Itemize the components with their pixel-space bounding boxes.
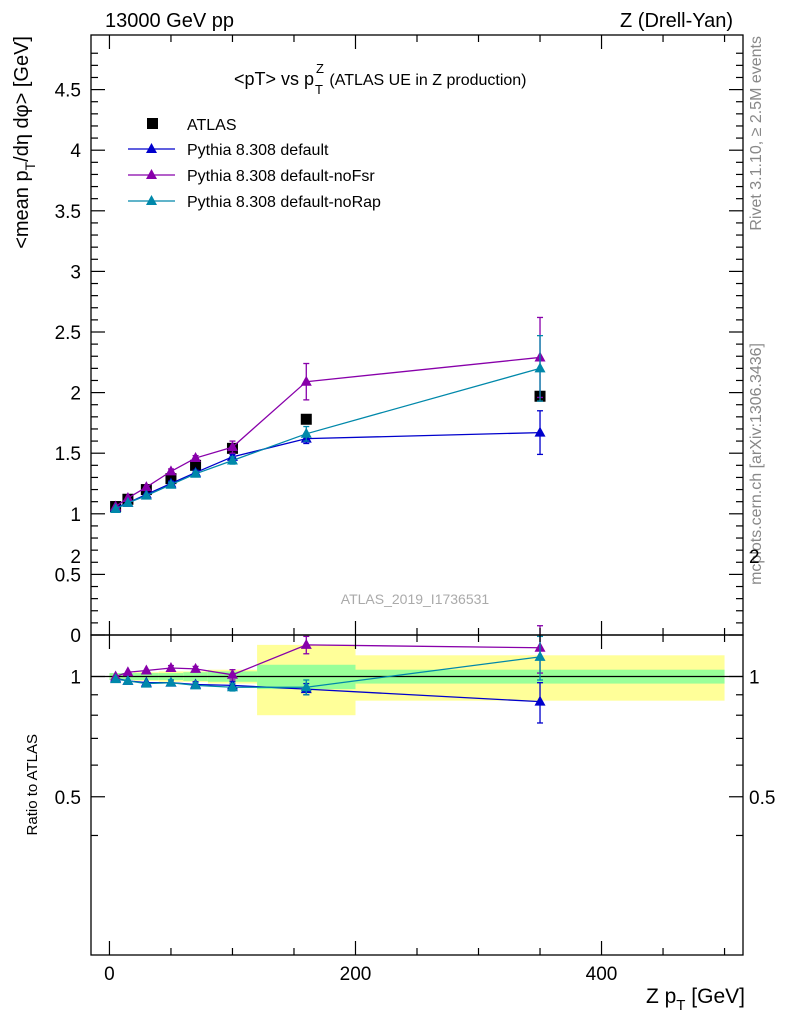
series-line-0 (115, 431, 541, 509)
analysis-label: ATLAS_2019_I1736531 (341, 591, 490, 607)
y-tick-label-4: 2 (70, 384, 81, 405)
ratio-y-tick-label-right-1: 1 (749, 668, 760, 689)
y-tick-label-2: 1 (70, 505, 81, 526)
ratio-point-2-7 (534, 650, 546, 661)
series-point-2-1 (122, 496, 134, 507)
x-tick-label-1: 200 (340, 964, 372, 985)
ratio-point-2-3 (165, 676, 177, 687)
x-axis-label-tail: [GeV] (685, 985, 745, 1008)
y-axis-label-tail: /dη dφ> [GeV] (11, 36, 33, 162)
plot-title-main: <pT> vs p (234, 69, 314, 89)
legend-marker-atlas (147, 118, 158, 129)
legend-label-norap: Pythia 8.308 default-noRap (187, 194, 381, 211)
series-point-1-2 (140, 481, 152, 492)
data-point-atlas-6 (300, 413, 312, 425)
axes: 0 200 400 0 0.5 1 1.5 2 2.5 3 3.5 4 4.5 0.5 0.5 1 1 2 2 (55, 34, 775, 985)
ratio-uncertainty-bands (91, 644, 743, 716)
series-line-2 (115, 367, 541, 510)
y-axis-label-main: <mean p (11, 170, 33, 248)
plot-title-tail: (ATLAS UE in Z production) (325, 72, 527, 89)
series-point-2-7 (534, 362, 546, 373)
plot-title: <pT> vs pZ T (ATLAS UE in Z production) (234, 61, 527, 97)
series-point-0-7 (534, 426, 546, 437)
ratio-point-1-4 (190, 662, 202, 673)
ratio-point-2-6 (300, 681, 312, 692)
ratio-point-1-3 (165, 662, 177, 673)
series-point-1-4 (190, 452, 202, 463)
ratio-point-2-0 (110, 673, 122, 684)
data-point-atlas-4 (190, 459, 202, 471)
ratio-point-1-2 (140, 664, 152, 675)
legend-label-default: Pythia 8.308 default (187, 142, 329, 159)
x-axis-label: Z pT [GeV] (646, 985, 745, 1014)
y-axis-label: <mean pT/dη dφ> [GeV] (11, 36, 38, 249)
ratio-y-tick-label-left-0: 0.5 (55, 788, 81, 809)
legend-label-atlas: ATLAS (187, 117, 237, 134)
mcplots-label: mcplots.cern.ch [arXiv:1306.3436] (748, 343, 765, 585)
series-point-2-2 (140, 489, 152, 500)
legend-marker-nofsr (146, 169, 157, 179)
series-point-2-0 (110, 502, 122, 513)
legend-marker-default (146, 143, 157, 153)
series-point-1-5 (226, 441, 238, 452)
y-axis-label-sub: T (22, 161, 38, 170)
x-axis-label-sub: T (676, 997, 685, 1014)
y-tick-label-0: 0 (70, 626, 81, 647)
ratio-point-2-1 (122, 674, 134, 685)
legend: ATLAS Pythia 8.308 default Pythia 8.308 … (128, 117, 381, 211)
ratio-y-axis-label: Ratio to ATLAS (24, 734, 41, 835)
ratio-y-tick-label-right-0: 0.5 (749, 788, 775, 809)
ratio-point-1-5 (226, 668, 238, 679)
series-point-1-3 (165, 465, 177, 476)
ratio-point-2-5 (226, 681, 238, 692)
series-line-1 (115, 356, 541, 508)
main-panel-data (110, 316, 546, 513)
x-axis-label-main: Z p (646, 985, 676, 1008)
ratio-point-0-7 (534, 695, 546, 706)
ratio-y-tick-label-right-2: 2 (749, 547, 760, 568)
series-point-2-5 (226, 454, 238, 465)
header-left: 13000 GeV pp (105, 10, 234, 32)
y-tick-label-1: 0.5 (55, 565, 81, 586)
series-point-2-3 (165, 478, 177, 489)
header-right: Z (Drell-Yan) (620, 10, 733, 32)
plot-title-sup: Z (316, 61, 324, 76)
ratio-point-1-6 (300, 638, 312, 649)
y-tick-label-9: 4.5 (55, 81, 81, 102)
plot-title-sub: T (315, 82, 323, 97)
ratio-point-2-2 (140, 677, 152, 688)
y-tick-label-8: 4 (70, 141, 81, 162)
ratio-y-tick-label-left-2: 2 (70, 547, 81, 568)
legend-marker-norap (146, 195, 157, 205)
legend-label-nofsr: Pythia 8.308 default-noFsr (187, 168, 375, 185)
x-tick-label-0: 0 (104, 964, 115, 985)
ratio-point-1-1 (122, 666, 134, 677)
y-tick-label-6: 3 (70, 262, 81, 283)
y-tick-label-3: 1.5 (55, 444, 81, 465)
ratio-point-2-4 (190, 679, 202, 690)
series-point-1-6 (300, 375, 312, 386)
series-point-2-6 (300, 427, 312, 438)
y-tick-label-5: 2.5 (55, 323, 81, 344)
x-tick-label-2: 400 (586, 964, 618, 985)
rivet-label: Rivet 3.1.10, ≥ 2.5M events (748, 36, 765, 231)
y-tick-label-7: 3.5 (55, 202, 81, 223)
ratio-y-tick-label-left-1: 1 (70, 668, 81, 689)
series-point-2-4 (190, 467, 202, 478)
ratio-panel-data (110, 625, 546, 724)
